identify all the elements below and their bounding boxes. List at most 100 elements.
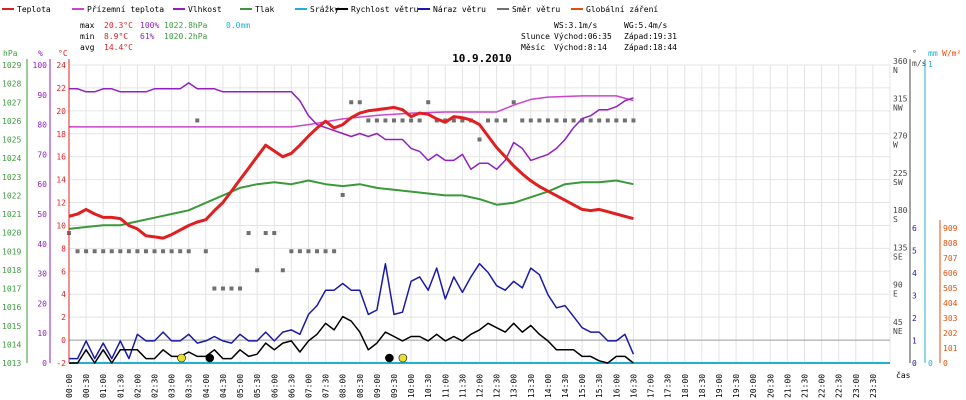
ground-temperature-series-line bbox=[69, 95, 634, 128]
series-layer bbox=[67, 82, 890, 364]
axis-dir-unit: ° bbox=[912, 49, 917, 58]
stats-max-label: max bbox=[80, 21, 95, 30]
legend-label-globalni-zareni: Globální záření bbox=[586, 5, 658, 14]
info-ws: WS:3.1m/s bbox=[554, 21, 598, 30]
axis-time-tick-label: 10:30 bbox=[424, 374, 433, 398]
axis-pct-tick-label: 40 bbox=[37, 240, 47, 249]
wind-direction-point bbox=[255, 268, 260, 273]
chart-grid bbox=[68, 64, 891, 364]
wind-direction-point bbox=[605, 118, 610, 123]
chart-title: 10.9.2010 bbox=[452, 52, 512, 65]
wind-direction-point bbox=[263, 231, 268, 236]
stats-avg-label: avg bbox=[80, 43, 95, 52]
wind-direction-point bbox=[563, 118, 568, 123]
axis-hpa-tick-label: 1015 bbox=[2, 322, 21, 331]
axis-degc-tick-label: 16 bbox=[56, 153, 66, 162]
axis-dir-tick-sublabel: E bbox=[893, 290, 898, 299]
axis-degc-tick-label: 20 bbox=[56, 107, 66, 116]
axis-time-tick-label: 12:30 bbox=[493, 374, 502, 398]
wind-speed-series-line bbox=[69, 315, 634, 364]
wind-direction-point bbox=[246, 231, 251, 236]
legend-label-naraz-vetru: Náraz větru bbox=[433, 5, 486, 14]
axis-time-tick-label: 06:30 bbox=[287, 374, 296, 398]
axis-pct-tick-label: 70 bbox=[37, 150, 47, 159]
axis-time-tick-label: 21:30 bbox=[800, 374, 809, 398]
axis-wm2-tick-label: 303 bbox=[943, 314, 958, 323]
axis-time-tick-label: 22:30 bbox=[835, 374, 844, 398]
axis-time-tick-label: 02:00 bbox=[133, 374, 142, 398]
wind-direction-point bbox=[203, 249, 208, 254]
axis-time-tick-label: 13:30 bbox=[527, 374, 536, 398]
axis-degc-tick-label: 2 bbox=[61, 313, 66, 322]
wind-direction-point bbox=[92, 249, 97, 254]
wind-direction-point bbox=[460, 118, 465, 123]
axis-dir-tick-sublabel: NW bbox=[893, 103, 903, 112]
axis-dir-tick-sublabel: NE bbox=[893, 327, 903, 336]
axis-degc-tick-label: -2 bbox=[56, 359, 66, 368]
wind-direction-point bbox=[280, 268, 285, 273]
axis-time-tick-label: 14:00 bbox=[544, 374, 553, 398]
stats-max-temp: 20.3°C bbox=[104, 21, 133, 30]
axis-time-tick-label: 23:00 bbox=[852, 374, 861, 398]
axis-time-tick-label: 08:30 bbox=[356, 374, 365, 398]
wind-direction-point bbox=[614, 118, 619, 123]
axis-degc-tick-label: 6 bbox=[61, 267, 66, 276]
info-moon-set: Západ:18:44 bbox=[624, 43, 677, 52]
axis-ms-tick-label: 3 bbox=[912, 292, 917, 301]
stats-min-temp: 8.9°C bbox=[104, 32, 128, 41]
info-sun-rise: Východ:06:35 bbox=[554, 32, 612, 41]
wind-direction-point bbox=[409, 118, 414, 123]
wind-direction-point bbox=[306, 249, 311, 254]
wind-direction-point bbox=[486, 118, 491, 123]
axis-time-tick-label: 05:30 bbox=[253, 374, 262, 398]
axis-pct-tick-label: 20 bbox=[37, 299, 47, 308]
info-sun-label: Slunce bbox=[521, 32, 550, 41]
wind-direction-point bbox=[511, 100, 516, 105]
wind-direction-point bbox=[75, 249, 80, 254]
axis-time-tick-label: 18:00 bbox=[681, 374, 690, 398]
wind-direction-point bbox=[169, 249, 174, 254]
wind-direction-point bbox=[391, 118, 396, 123]
axis-hpa-tick-label: 1020 bbox=[2, 229, 21, 238]
axis-time-tick-label: 18:30 bbox=[698, 374, 707, 398]
axis-wm2-tick-label: 909 bbox=[943, 224, 958, 233]
axis-time-tick-label: 20:30 bbox=[766, 374, 775, 398]
legend-label-smer-vetru: Směr větru bbox=[512, 5, 560, 14]
axis-time-tick-label: 15:30 bbox=[595, 374, 604, 398]
axis-dir-tick-sublabel: SW bbox=[893, 178, 903, 187]
axis-time-tick-label: 11:00 bbox=[441, 374, 450, 398]
axis-hpa-tick-label: 1028 bbox=[2, 80, 21, 89]
axis-time-tick-label: 03:00 bbox=[168, 374, 177, 398]
axis-pct-tick-label: 100 bbox=[33, 61, 48, 70]
axis-time-tick-label: 01:30 bbox=[116, 374, 125, 398]
axis-degc-tick-label: 12 bbox=[56, 199, 66, 208]
wind-direction-point bbox=[366, 118, 371, 123]
humidity-series-line bbox=[69, 82, 634, 171]
stats-max-press: 1022.8hPa bbox=[164, 21, 208, 30]
wind-direction-point bbox=[520, 118, 525, 123]
wind-direction-point bbox=[152, 249, 157, 254]
stats-block: max 20.3°C 100% 1022.8hPa 0.0mm min 8.9°… bbox=[80, 21, 250, 52]
wind-direction-point bbox=[349, 100, 354, 105]
axis-dir-tick-sublabel: S bbox=[893, 215, 898, 224]
axis-time-tick-label: 22:00 bbox=[818, 374, 827, 398]
axis-time-tick-label: 10:00 bbox=[407, 374, 416, 398]
wind-direction-point bbox=[332, 249, 337, 254]
axis-dir-tick-label: 225 bbox=[893, 169, 908, 178]
axis-time-tick-label: 04:30 bbox=[219, 374, 228, 398]
stats-max-rain: 0.0mm bbox=[226, 21, 250, 30]
wind-direction-point bbox=[357, 100, 362, 105]
axis-ms-tick-label: 6 bbox=[912, 224, 917, 233]
marker-sun-set bbox=[398, 353, 408, 363]
wind-direction-point bbox=[178, 249, 183, 254]
wind-direction-point bbox=[580, 118, 585, 123]
axis-degc-tick-label: 10 bbox=[56, 221, 66, 230]
axis-hpa-tick-label: 1019 bbox=[2, 247, 21, 256]
wind-direction-point bbox=[118, 249, 123, 254]
axis-mm-unit: mm bbox=[928, 49, 938, 58]
axis-mm-tick-label: 1 bbox=[928, 60, 933, 69]
wind-direction-point bbox=[220, 286, 225, 291]
axis-degc-tick-label: 24 bbox=[56, 61, 66, 70]
legend-label-rychlost-vetru: Rychlost větru bbox=[351, 5, 419, 14]
wind-direction-point bbox=[315, 249, 320, 254]
